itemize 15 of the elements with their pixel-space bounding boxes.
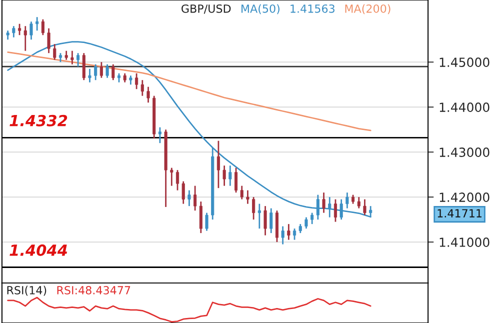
chart-title: RSI(14) bbox=[7, 286, 46, 296]
y-tick-label: 1.41000 bbox=[440, 238, 490, 247]
ref-line-label: 1.4044 bbox=[10, 244, 68, 256]
y-tick-label: 1.43000 bbox=[440, 148, 490, 157]
text: RSI:48.43477 bbox=[57, 286, 130, 294]
text: MA(200) bbox=[345, 4, 390, 14]
ref-line-label: 1.4332 bbox=[10, 114, 68, 126]
y-tick-label: 1.44000 bbox=[440, 102, 490, 112]
text: 1.41711 bbox=[438, 209, 482, 218]
line-series bbox=[7, 51, 372, 132]
y-tick-label: 1.45000 bbox=[440, 58, 490, 68]
text: MA(50) bbox=[242, 4, 280, 14]
annotation: 1.41563 bbox=[290, 4, 334, 13]
y-tick-label: 1.42000 bbox=[440, 192, 490, 202]
chart-title: GBP/USD bbox=[182, 4, 231, 14]
